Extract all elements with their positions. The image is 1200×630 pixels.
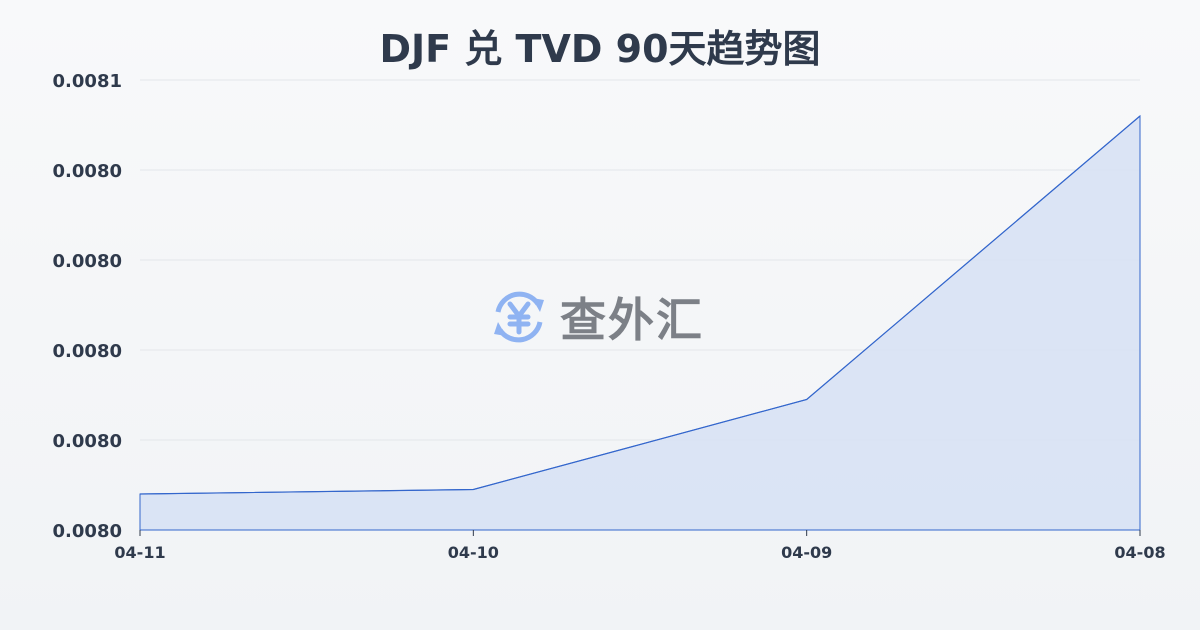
watermark-text: 查外汇: [560, 293, 704, 347]
x-tick-label: 04-09: [781, 543, 832, 562]
series-line: [139, 115, 1141, 495]
y-tick-label: 0.0080: [53, 161, 122, 182]
y-tick-label: 0.0080: [53, 521, 122, 542]
y-tick-label: 0.0080: [53, 251, 122, 272]
y-tick-label: 0.0080: [53, 341, 122, 362]
x-tick-label: 04-08: [1114, 543, 1165, 562]
watermark: 查外汇: [488, 284, 704, 350]
y-tick-label: 0.0081: [53, 71, 122, 92]
y-tick-label: 0.0080: [53, 431, 122, 452]
x-tick-label: 04-10: [448, 543, 499, 562]
chart-title: DJF 兑 TVD 90天趋势图: [379, 27, 821, 71]
x-tick-label: 04-11: [114, 543, 165, 562]
yen-exchange-icon: [494, 291, 544, 343]
